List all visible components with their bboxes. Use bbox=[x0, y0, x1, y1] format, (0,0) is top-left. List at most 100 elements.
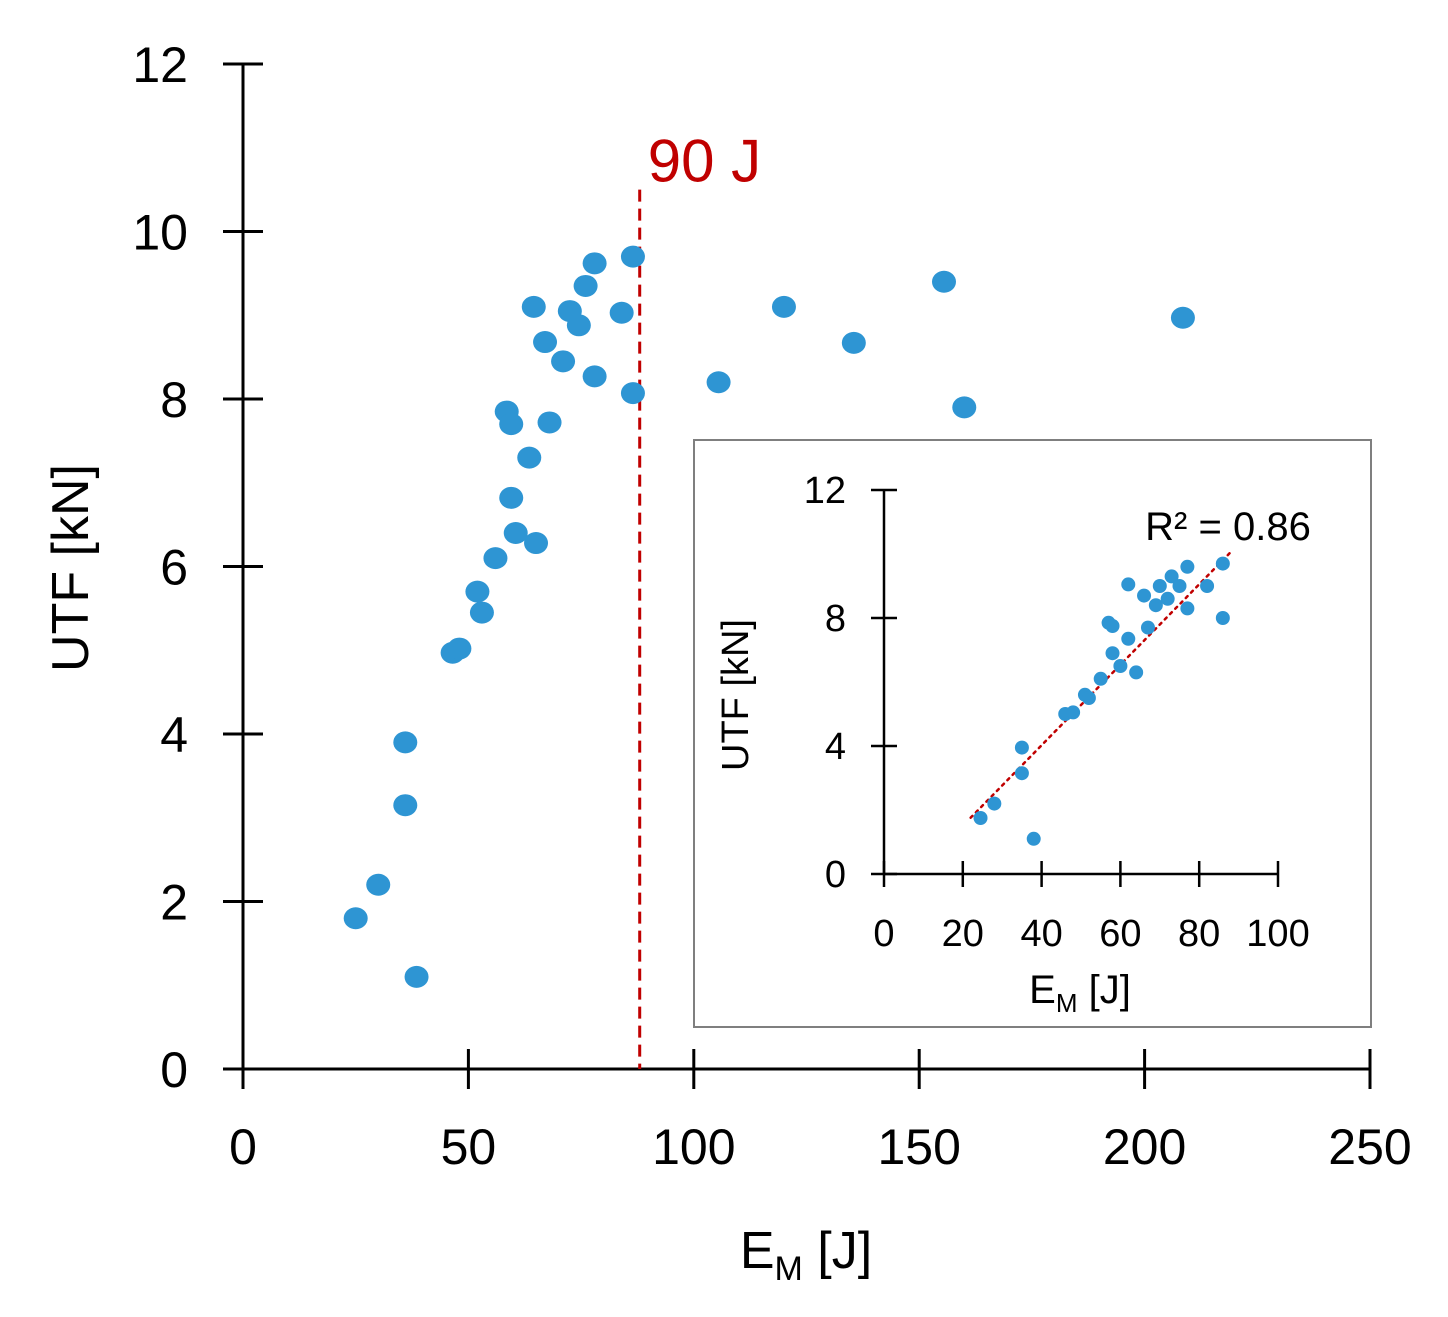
inset-x-tick-label: 60 bbox=[1099, 913, 1141, 955]
main-data-point bbox=[551, 350, 576, 373]
main-x-tick-label: 200 bbox=[1103, 1119, 1186, 1175]
main-data-point bbox=[952, 396, 977, 419]
inset-data-point bbox=[1093, 671, 1108, 686]
inset-data-point bbox=[1215, 556, 1230, 571]
main-x-axis-label-main: E bbox=[740, 1222, 775, 1280]
inset-data-point bbox=[1129, 665, 1144, 680]
main-y-tick-label: 12 bbox=[132, 37, 188, 93]
inset-data-point bbox=[1164, 569, 1179, 584]
main-data-point bbox=[393, 731, 418, 754]
main-data-point bbox=[524, 532, 549, 555]
main-data-point bbox=[366, 873, 391, 896]
inset-data-point bbox=[1140, 620, 1155, 635]
inset-data-point bbox=[1026, 831, 1041, 846]
main-y-tick-label: 10 bbox=[132, 205, 188, 261]
inset-data-point bbox=[1148, 598, 1163, 613]
inset-x-tick-label: 40 bbox=[1020, 913, 1062, 955]
inset-y-tick-label: 0 bbox=[825, 854, 846, 896]
main-points bbox=[343, 245, 1195, 988]
inset-data-point bbox=[973, 811, 988, 825]
inset-y-axis-label: UTF [kN] bbox=[715, 619, 757, 771]
main-data-point bbox=[582, 365, 607, 388]
main-data-point bbox=[573, 274, 598, 297]
main-y-axis-label: UTF [kN] bbox=[42, 464, 100, 672]
main-data-point bbox=[483, 547, 508, 570]
main-x-tick-label: 0 bbox=[229, 1119, 257, 1175]
inset-x-axis-label-unit: [J] bbox=[1078, 968, 1131, 1012]
inset-y-tick-label: 8 bbox=[825, 598, 846, 640]
inset-data-point bbox=[1160, 591, 1175, 606]
main-data-point bbox=[517, 446, 542, 469]
inset-data-point bbox=[1121, 631, 1136, 646]
inset-trendline bbox=[969, 550, 1232, 819]
main-data-point bbox=[620, 245, 645, 268]
main-x-tick-label: 150 bbox=[877, 1119, 960, 1175]
inset-data-point bbox=[1152, 579, 1167, 593]
main-data-point bbox=[771, 295, 796, 318]
inset-points bbox=[973, 556, 1230, 846]
main-data-point bbox=[566, 314, 591, 337]
inset-data-point bbox=[1014, 740, 1029, 755]
inset-data-point bbox=[1105, 646, 1120, 661]
main-data-point bbox=[533, 331, 558, 354]
inset-data-point bbox=[987, 796, 1002, 811]
main-data-point bbox=[499, 413, 524, 436]
main-data-point bbox=[841, 331, 866, 354]
main-data-point bbox=[503, 522, 528, 544]
inset-chart: 0 4 8 12 0 20 40 60 80 100 R² = 0.86 UTF [kN] EM … bbox=[693, 439, 1372, 1028]
threshold-label: 90 J bbox=[648, 128, 761, 195]
main-data-point bbox=[499, 486, 524, 509]
main-y-tick-label: 4 bbox=[160, 707, 188, 763]
inset-y-tick-label: 4 bbox=[825, 726, 846, 768]
inset-x-axis-label-sub: M bbox=[1056, 988, 1078, 1018]
main-data-point bbox=[521, 295, 546, 318]
inset-data-point bbox=[1066, 705, 1081, 720]
inset-data-point bbox=[1137, 588, 1152, 603]
main-data-point bbox=[1170, 306, 1195, 329]
threshold-line: 90 J bbox=[638, 128, 761, 1069]
inset-r-squared-annotation: R² = 0.86 bbox=[1145, 505, 1311, 549]
main-data-point bbox=[620, 382, 645, 405]
inset-x-axis-label-main: E bbox=[1029, 968, 1056, 1012]
inset-frame bbox=[693, 439, 1372, 1028]
inset-data-point bbox=[1081, 691, 1096, 705]
inset-data-point bbox=[1113, 659, 1128, 673]
main-y-tick-label: 6 bbox=[160, 540, 188, 596]
main-x-tick-label: 250 bbox=[1328, 1119, 1411, 1175]
inset-x-tick-label: 0 bbox=[873, 913, 894, 955]
main-x-axis-label-sub: M bbox=[775, 1250, 803, 1288]
main-data-point bbox=[609, 301, 634, 324]
main-data-point bbox=[469, 601, 494, 624]
main-x-axis-label-unit: [J] bbox=[803, 1222, 872, 1280]
main-y-tick-label: 2 bbox=[160, 875, 188, 931]
main-y-tick-label: 0 bbox=[160, 1042, 188, 1098]
inset-data-point bbox=[1180, 559, 1195, 574]
main-data-point bbox=[343, 907, 368, 930]
main-data-point bbox=[447, 637, 472, 660]
inset-data-point bbox=[1014, 766, 1029, 781]
inset-x-tick-label: 100 bbox=[1246, 913, 1309, 955]
inset-data-point bbox=[1215, 611, 1230, 625]
main-data-point bbox=[393, 794, 418, 817]
inset-ticks: 0 4 8 12 0 20 40 60 80 100 bbox=[804, 470, 1310, 955]
inset-y-tick-label: 12 bbox=[804, 470, 846, 512]
main-y-tick-label: 8 bbox=[160, 372, 188, 428]
main-data-point bbox=[931, 270, 956, 293]
main-data-point bbox=[537, 411, 562, 434]
inset-x-tick-label: 20 bbox=[942, 913, 984, 955]
inset-x-tick-label: 80 bbox=[1178, 913, 1220, 955]
main-data-point bbox=[404, 965, 429, 988]
inset-data-point bbox=[1121, 577, 1136, 592]
main-data-point bbox=[706, 371, 731, 394]
main-x-axis-label: EM [J] bbox=[740, 1222, 872, 1288]
inset-x-axis-label: EM [J] bbox=[1029, 968, 1131, 1018]
main-data-point bbox=[465, 580, 490, 603]
main-data-point bbox=[582, 252, 607, 275]
inset-trendline-line bbox=[969, 550, 1232, 819]
inset-axes bbox=[882, 490, 1278, 876]
main-x-tick-label: 50 bbox=[441, 1119, 497, 1175]
inset-data-point bbox=[1180, 601, 1195, 616]
